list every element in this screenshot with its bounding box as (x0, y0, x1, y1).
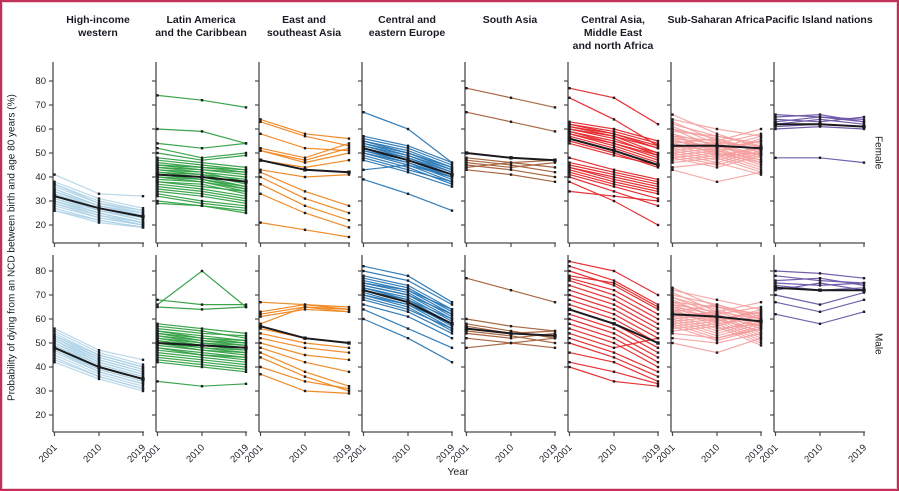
svg-text:50: 50 (35, 338, 46, 349)
svg-text:2010: 2010 (493, 442, 516, 465)
svg-text:2010: 2010 (596, 442, 619, 465)
svg-text:30: 30 (35, 196, 46, 207)
panel-title-pacific-island-nations: Pacific Island nations (765, 14, 873, 26)
svg-text:2010: 2010 (802, 442, 825, 465)
row-label-male: Male (872, 332, 884, 355)
svg-text:20: 20 (35, 410, 46, 421)
panel-female-high-income: 20 30 40 50 60 70 80 (35, 62, 145, 247)
svg-text:80: 80 (35, 76, 46, 87)
panel-male-central-asia: 2001 2010 2019 (552, 255, 663, 465)
panel-title-east-and: East and southeast Asia (266, 14, 342, 40)
svg-text:2001: 2001 (37, 442, 60, 465)
panel-female-east-and (255, 62, 351, 247)
svg-text:2010: 2010 (390, 442, 413, 465)
panel-male-sub-saharan-africa: 2001 2010 2019 (655, 255, 766, 465)
panel-title-high-income: High-income western (66, 14, 130, 40)
panel-male-east-and: 2001 2010 2019 (243, 255, 354, 465)
panel-male-pacific-island-nations: 2001 2010 2019 (758, 255, 869, 465)
svg-text:70: 70 (35, 290, 46, 301)
svg-text:40: 40 (35, 172, 46, 183)
panel-title-latin-america: Latin America and the Caribbean (155, 14, 247, 40)
panel-male-latin-america: 2001 2010 2019 (140, 255, 251, 465)
x-axis-label: Year (447, 466, 469, 478)
panel-title-south-asia: South Asia (482, 14, 538, 26)
svg-text:2010: 2010 (184, 442, 207, 465)
y-axis-label: Probability of dying from an NCD between… (6, 94, 18, 401)
svg-text:2010: 2010 (81, 442, 104, 465)
svg-text:20: 20 (35, 220, 46, 231)
svg-text:30: 30 (35, 386, 46, 397)
svg-text:50: 50 (35, 148, 46, 159)
panel-title-central-asia: Central Asia, Middle East and north Afri… (572, 14, 654, 53)
svg-text:40: 40 (35, 362, 46, 373)
panel-male-central-and: 2001 2010 2019 (346, 255, 457, 465)
svg-text:2010: 2010 (699, 442, 722, 465)
panel-female-sub-saharan-africa (667, 62, 763, 247)
panel-female-central-asia (564, 62, 660, 247)
svg-text:70: 70 (35, 100, 46, 111)
svg-text:80: 80 (35, 266, 46, 277)
panel-female-pacific-island-nations (770, 62, 866, 247)
panel-female-latin-america (152, 62, 248, 247)
panel-title-sub-saharan-africa: Sub-Saharan Africa (667, 14, 765, 26)
panel-title-central-and: Central and eastern Europe (368, 14, 446, 40)
svg-text:2019: 2019 (846, 442, 869, 465)
svg-text:60: 60 (35, 124, 46, 135)
svg-text:60: 60 (35, 314, 46, 325)
svg-text:2010: 2010 (287, 442, 310, 465)
row-label-female: Female (872, 135, 884, 170)
panel-female-south-asia (461, 62, 557, 247)
panel-male-south-asia: 2001 2010 2019 (449, 255, 560, 465)
panel-female-central-and (358, 62, 454, 247)
